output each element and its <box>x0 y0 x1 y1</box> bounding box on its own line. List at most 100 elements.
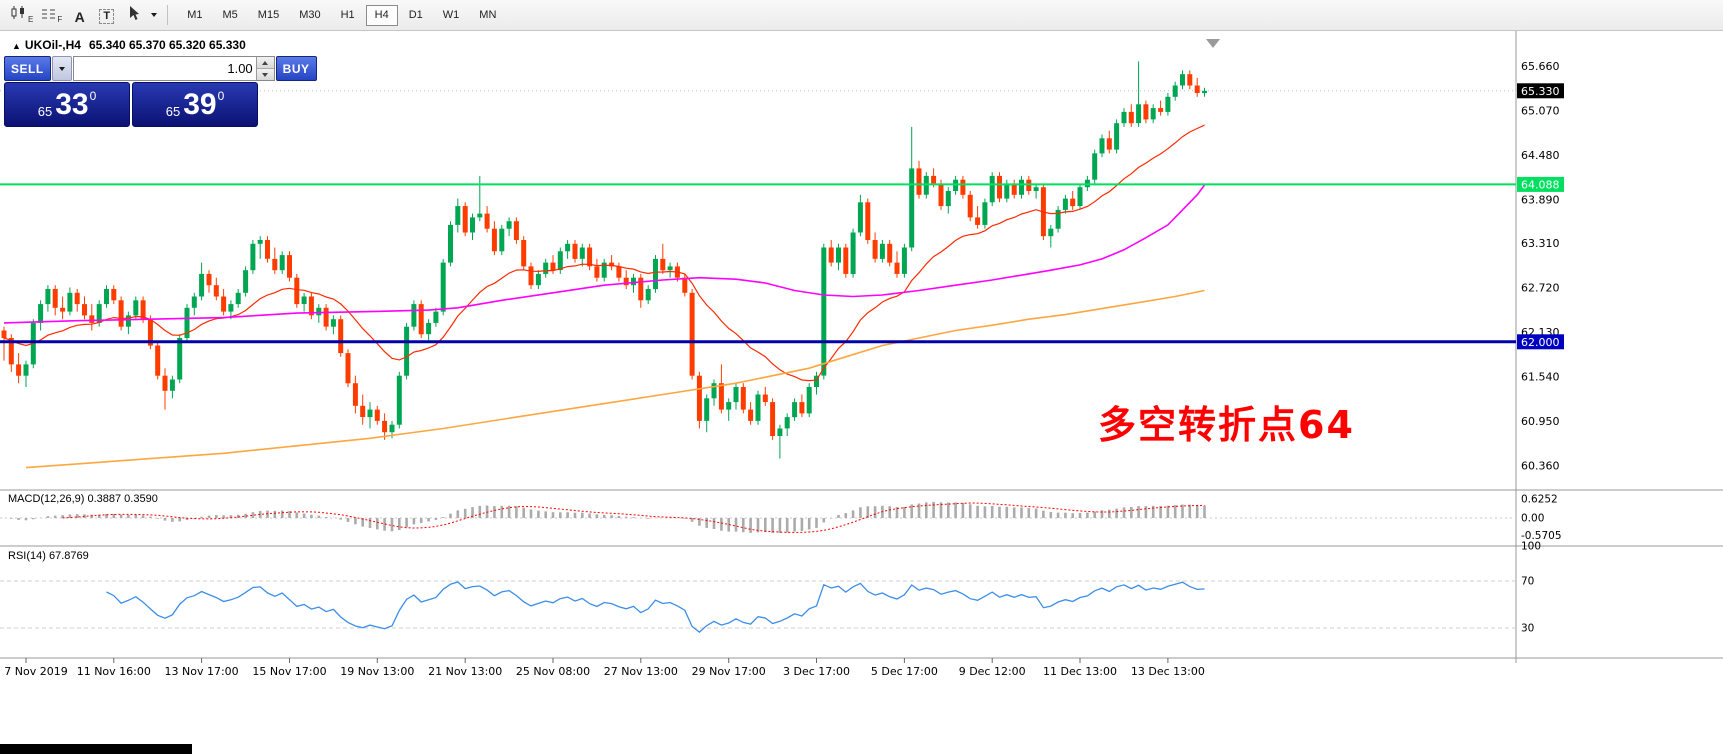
svg-text:7 Nov 2019: 7 Nov 2019 <box>4 665 67 678</box>
macd-indicator-label: MACD(12,26,9) 0.3887 0.3590 <box>8 493 158 505</box>
taskbar-fragment <box>0 744 192 754</box>
sell-price-pip: 0 <box>89 89 97 103</box>
timeframe-button-w1[interactable]: W1 <box>434 5 469 26</box>
macd-signal-line <box>62 502 1205 533</box>
text-tool-button[interactable]: T <box>93 3 120 27</box>
blue-level-badge: 62.000 <box>1517 334 1564 350</box>
collapse-triangle-icon[interactable]: ▲ <box>12 41 21 51</box>
ma-fast-red <box>3 124 1205 382</box>
price-axis[interactable]: 65.66065.07064.48063.89063.31062.72062.1… <box>1517 60 1564 473</box>
candlestick-chart-icon <box>10 5 27 24</box>
volume-input[interactable] <box>73 57 256 80</box>
chart-text-annotation[interactable]: 多空转折点64 <box>1098 403 1355 447</box>
svg-text:70: 70 <box>1521 576 1534 588</box>
text-tool-icon: T <box>99 9 115 24</box>
arrow-down-icon <box>262 72 269 77</box>
volume-dropdown-button[interactable] <box>51 56 72 81</box>
rsi-axis[interactable]: 100 70 30 <box>1521 540 1541 634</box>
chevron-down-icon <box>58 66 65 71</box>
svg-text:63.310: 63.310 <box>1521 237 1560 250</box>
sell-price-display[interactable]: 65 33 0 <box>4 82 130 127</box>
timeframe-button-h4[interactable]: H4 <box>365 4 398 26</box>
timeframe-button-mn[interactable]: MN <box>470 5 505 26</box>
volume-decrease-button[interactable] <box>256 69 274 80</box>
svg-text:27 Nov 13:00: 27 Nov 13:00 <box>604 665 678 678</box>
buy-price-prefix: 65 <box>165 104 181 119</box>
grid-sub-label: F <box>57 15 63 24</box>
svg-text:13 Nov 17:00: 13 Nov 17:00 <box>165 665 239 678</box>
grid-icon <box>41 7 56 24</box>
ohlc-values: 65.340 65.370 65.320 65.330 <box>88 38 246 52</box>
buy-price-display[interactable]: 65 39 0 <box>132 82 258 127</box>
timeframe-button-m5[interactable]: M5 <box>214 5 247 26</box>
svg-text:63.890: 63.890 <box>1521 193 1560 206</box>
symbol-title: UKOil-,H4 <box>24 38 81 52</box>
svg-text:100: 100 <box>1521 540 1541 552</box>
volume-field <box>72 56 275 81</box>
chart-shift-marker[interactable] <box>1206 39 1220 48</box>
chart-style-button[interactable]: E <box>6 3 37 27</box>
svg-text:64.480: 64.480 <box>1521 149 1560 162</box>
cursor-tool-button[interactable] <box>120 3 147 27</box>
svg-text:30: 30 <box>1521 623 1534 635</box>
current-price-badge: 65.330 <box>1517 83 1564 99</box>
svg-text:9 Dec 12:00: 9 Dec 12:00 <box>959 665 1026 678</box>
cursor-icon <box>127 5 141 24</box>
green-level-badge: 64.088 <box>1517 176 1564 192</box>
svg-text:-0.5705: -0.5705 <box>1521 530 1562 542</box>
timeframe-button-m15[interactable]: M15 <box>249 5 288 26</box>
cursor-dropdown-button[interactable] <box>147 3 161 27</box>
panel-separators <box>0 31 1723 663</box>
rsi-line <box>106 581 1205 633</box>
sell-price-main: 33 <box>55 88 89 121</box>
time-axis[interactable]: 7 Nov 2019 11 Nov 16:00 13 Nov 17:00 15 Nov… <box>4 658 1205 678</box>
chevron-down-icon <box>151 13 158 17</box>
buy-price-main: 39 <box>183 88 217 121</box>
toolbar-separator <box>167 5 169 25</box>
ma-mid-magenta <box>3 184 1206 324</box>
buy-price-pip: 0 <box>217 89 225 103</box>
timeframe-toolbar: M1 M5 M15 M30 H1 H4 D1 W1 MN <box>177 4 506 26</box>
svg-text:62.720: 62.720 <box>1521 282 1560 295</box>
svg-text:19 Nov 13:00: 19 Nov 13:00 <box>340 665 414 678</box>
svg-text:62.000: 62.000 <box>1521 336 1560 349</box>
candlesticks <box>1 61 1207 459</box>
timeframe-button-m30[interactable]: M30 <box>290 5 329 26</box>
svg-text:11 Dec 13:00: 11 Dec 13:00 <box>1043 665 1117 678</box>
svg-text:65.070: 65.070 <box>1521 104 1560 117</box>
volume-increase-button[interactable] <box>256 57 274 69</box>
macd-axis[interactable]: 0.6252 0.00 -0.5705 <box>1521 494 1562 542</box>
svg-text:0.00: 0.00 <box>1521 513 1544 525</box>
font-tool-icon: A <box>74 9 85 25</box>
svg-text:21 Nov 13:00: 21 Nov 13:00 <box>428 665 502 678</box>
svg-text:11 Nov 16:00: 11 Nov 16:00 <box>77 665 151 678</box>
svg-text:13 Dec 13:00: 13 Dec 13:00 <box>1131 665 1205 678</box>
volume-spinner <box>255 57 274 80</box>
ma-slow-orange <box>25 289 1205 469</box>
svg-text:0.6252: 0.6252 <box>1521 494 1558 506</box>
svg-text:60.360: 60.360 <box>1521 459 1560 472</box>
font-tool-button[interactable]: A <box>66 3 93 27</box>
svg-text:65.660: 65.660 <box>1521 60 1560 73</box>
main-toolbar: E F A T M1 M5 M15 M30 H1 H4 D1 W1 MN <box>0 0 1723 31</box>
arrow-up-icon <box>262 60 269 65</box>
one-click-trading-panel: SELL BUY 65 33 0 65 39 0 <box>4 56 317 127</box>
svg-text:29 Nov 17:00: 29 Nov 17:00 <box>692 665 766 678</box>
rsi-indicator-label: RSI(14) 67.8769 <box>8 550 89 562</box>
timeframe-button-d1[interactable]: D1 <box>400 5 432 26</box>
timeframe-button-h1[interactable]: H1 <box>332 5 364 26</box>
timeframe-button-m1[interactable]: M1 <box>178 5 211 26</box>
svg-text:5 Dec 17:00: 5 Dec 17:00 <box>871 665 938 678</box>
rsi-level-lines <box>0 580 1516 629</box>
svg-text:65.330: 65.330 <box>1521 85 1560 98</box>
sell-button[interactable]: SELL <box>4 56 51 81</box>
svg-text:25 Nov 08:00: 25 Nov 08:00 <box>516 665 590 678</box>
macd-histogram <box>10 501 1206 533</box>
buy-button[interactable]: BUY <box>275 56 317 81</box>
symbol-header: ▲ UKOil-,H4 65.340 65.370 65.320 65.330 <box>12 38 246 52</box>
crosshair-grid-button[interactable]: F <box>37 3 66 27</box>
svg-text:64.088: 64.088 <box>1521 178 1560 191</box>
